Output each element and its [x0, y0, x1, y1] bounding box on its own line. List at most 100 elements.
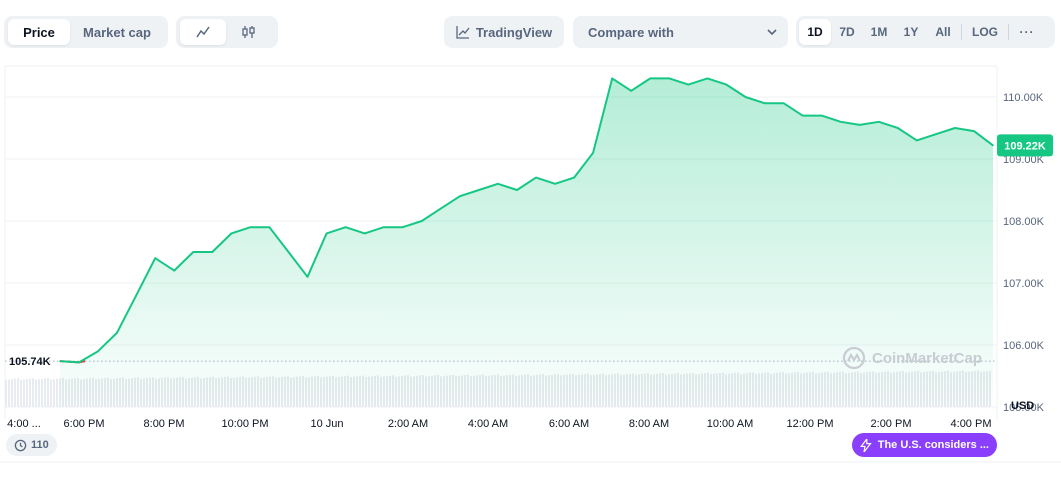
price-point — [420, 220, 423, 222]
volume-bar — [8, 379, 10, 407]
line-chart-icon — [196, 26, 210, 38]
price-point — [306, 276, 309, 278]
compare-label: Compare with — [588, 24, 674, 40]
price-point — [611, 77, 613, 80]
price-point — [630, 90, 633, 92]
price-point — [535, 176, 537, 179]
volume-bar — [5, 379, 7, 407]
range-1y[interactable]: 1Y — [903, 25, 919, 39]
x-tick-label: 10:00 AM — [707, 418, 753, 430]
x-tick-label: 4:00 AM — [468, 418, 508, 430]
x-tick-label: 10 Jun — [310, 418, 343, 430]
price-point — [173, 269, 176, 272]
volume-bar — [56, 378, 58, 407]
price-point — [763, 102, 766, 104]
price-point — [877, 121, 880, 123]
volume-bar — [44, 378, 46, 407]
volume-bar — [50, 379, 52, 407]
volume-bar — [17, 378, 19, 407]
price-area-fill — [60, 78, 993, 408]
price-point — [154, 257, 157, 259]
x-tick-label: 6:00 PM — [64, 418, 105, 430]
y-tick-label: 107.00K — [1003, 278, 1045, 290]
watermark: CoinMarketCap — [842, 346, 982, 370]
price-point — [287, 251, 290, 253]
price-point — [230, 232, 233, 235]
price-point — [801, 114, 804, 117]
volume-bar — [41, 378, 43, 407]
volume-bar — [53, 379, 55, 407]
log-scale-toggle[interactable]: LOG — [972, 25, 998, 39]
price-line — [59, 77, 994, 364]
x-tick-label: 8:00 PM — [144, 418, 185, 430]
range-1d[interactable]: 1D — [799, 19, 831, 45]
coinmarketcap-logo-icon — [842, 346, 866, 370]
volume-bar — [11, 379, 13, 407]
range-7d[interactable]: 7D — [839, 25, 855, 39]
price-point — [440, 207, 442, 210]
lightning-icon — [860, 438, 872, 452]
price-point — [97, 350, 99, 353]
x-tick-label: 10:00 PM — [221, 418, 268, 430]
events-count: 110 — [31, 439, 49, 451]
price-point — [668, 77, 671, 80]
range-divider — [961, 24, 962, 40]
x-tick-label: 12:00 PM — [786, 418, 833, 430]
x-tick-label: 8:00 AM — [629, 418, 669, 430]
tab-market-cap[interactable]: Market cap — [83, 24, 151, 40]
chart-toolbar: Price Market cap TradingView Compare wit… — [0, 0, 1061, 64]
price-point — [497, 183, 499, 185]
range-all[interactable]: All — [935, 25, 951, 39]
candlestick-button[interactable] — [226, 19, 272, 45]
news-event-text: The U.S. considers ... — [877, 439, 989, 451]
tradingview-label: TradingView — [475, 24, 553, 40]
current-price-badge — [997, 134, 1053, 157]
x-tick-label: 4:00 ... — [7, 418, 41, 430]
volume-bar — [23, 379, 25, 407]
volume-bar — [35, 379, 37, 407]
price-point — [325, 232, 328, 235]
price-point — [744, 96, 747, 98]
price-point — [192, 251, 195, 253]
price-point — [896, 127, 899, 129]
price-point — [858, 124, 861, 126]
events-badge[interactable]: 110 — [6, 434, 57, 456]
x-tick-label: 4:00 PM — [951, 418, 992, 430]
y-tick-label: 108.00K — [1003, 216, 1045, 228]
tradingview-button[interactable]: TradingView — [444, 16, 564, 48]
price-point — [516, 189, 518, 191]
line-chart-button[interactable] — [180, 19, 226, 45]
price-point — [78, 361, 80, 364]
price-point — [344, 226, 347, 228]
watermark-text: CoinMarketCap — [872, 349, 983, 367]
chevron-down-icon — [767, 29, 777, 36]
price-point — [249, 226, 252, 228]
volume-bar — [14, 378, 16, 407]
price-point — [916, 139, 918, 142]
price-point — [935, 133, 937, 135]
price-point — [554, 183, 556, 185]
volume-bar — [29, 378, 31, 407]
price-point — [382, 226, 385, 228]
volume-bar — [32, 378, 34, 407]
candlestick-icon — [242, 26, 255, 38]
price-point — [973, 130, 975, 132]
compare-with-dropdown[interactable]: Compare with — [573, 16, 788, 48]
range-1m[interactable]: 1M — [870, 25, 888, 39]
price-point — [459, 195, 461, 197]
chart-type-toggle — [176, 16, 278, 48]
metric-tabs: Price Market cap — [4, 16, 168, 48]
price-point — [782, 102, 785, 104]
news-event-pill[interactable]: The U.S. considers ... — [852, 433, 997, 457]
price-chart[interactable]: 110.00K 109.00K 108.00K 107.00K 106.00K 105.0… — [0, 64, 1061, 473]
x-tick-label: 6:00 AM — [549, 418, 589, 430]
price-point — [725, 83, 728, 86]
price-chart-svg: 110.00K 109.00K 108.00K 107.00K 106.00K 105.0… — [0, 65, 1061, 463]
time-range-selector: 1D 7D 1M 1Y All LOG ··· — [796, 16, 1055, 48]
x-tick-label: 2:00 AM — [388, 418, 428, 430]
price-point — [839, 121, 842, 123]
tab-price[interactable]: Price — [8, 19, 70, 45]
more-options-button[interactable]: ··· — [1019, 25, 1035, 39]
price-point — [992, 144, 994, 147]
price-point — [592, 152, 594, 154]
